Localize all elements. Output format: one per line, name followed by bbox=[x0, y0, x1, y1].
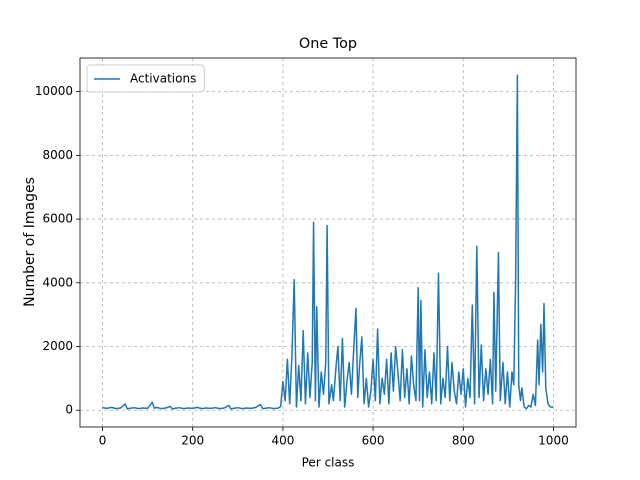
x-tick-label: 600 bbox=[362, 434, 385, 448]
x-tick-label: 800 bbox=[452, 434, 475, 448]
chart-title: One Top bbox=[299, 36, 357, 52]
x-tick-label: 0 bbox=[99, 434, 107, 448]
y-tick-label: 2000 bbox=[42, 339, 73, 353]
x-tick-label: 1000 bbox=[538, 434, 569, 448]
y-tick-label: 10000 bbox=[35, 84, 73, 98]
y-tick-label: 6000 bbox=[42, 212, 73, 226]
x-axis-label: Per class bbox=[302, 456, 355, 470]
y-axis-label: Number of Images bbox=[22, 177, 38, 307]
y-tick-label: 4000 bbox=[42, 275, 73, 289]
plot-frame bbox=[79, 57, 577, 428]
y-tick-label: 8000 bbox=[42, 148, 73, 162]
y-tick-label: 0 bbox=[65, 403, 73, 417]
data-line bbox=[102, 74, 553, 410]
legend-label: Activations bbox=[130, 72, 196, 86]
legend: Activations bbox=[86, 64, 205, 93]
legend-box bbox=[86, 64, 205, 93]
lines bbox=[102, 74, 553, 410]
x-tick-label: 400 bbox=[271, 434, 294, 448]
x-tick-label: 200 bbox=[181, 434, 204, 448]
